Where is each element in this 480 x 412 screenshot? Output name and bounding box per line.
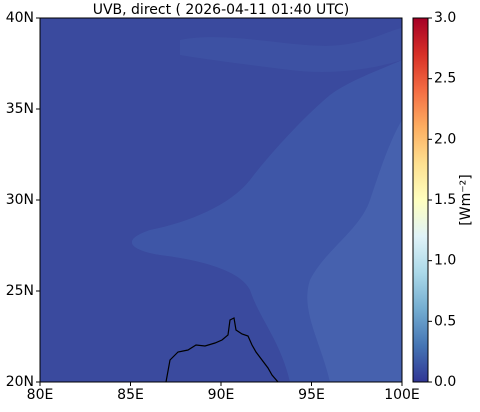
colorbar-tick-label: 0.0 [434, 374, 456, 390]
x-tick-label: 90E [208, 387, 235, 403]
x-tick-label: 85E [117, 387, 144, 403]
y-tick-label: 30N [6, 192, 34, 208]
title: UVB, direct ( 2026-04-11 01:40 UTC) [93, 2, 350, 18]
y-tick-label: 20N [6, 374, 34, 390]
colorbar-tick-label: 2.5 [434, 71, 456, 87]
x-tick-label: 95E [298, 387, 325, 403]
colorbar-tick-label: 0.5 [434, 313, 456, 329]
colorbar-tick-label: 1.0 [434, 253, 456, 269]
y-tick-label: 25N [6, 283, 34, 299]
colorbar-label: [Wm⁻²] [458, 174, 474, 225]
x-tick-label: 100E [384, 387, 420, 403]
y-tick-label: 40N [6, 10, 34, 26]
colorbar-tick-label: 3.0 [434, 10, 456, 26]
colorbar-tick-label: 1.5 [434, 192, 456, 208]
x-tick-label: 80E [27, 387, 54, 403]
colorbar [412, 17, 429, 383]
y-tick-label: 35N [6, 101, 34, 117]
colorbar-tick-label: 2.0 [434, 131, 456, 147]
map-field [40, 18, 402, 382]
